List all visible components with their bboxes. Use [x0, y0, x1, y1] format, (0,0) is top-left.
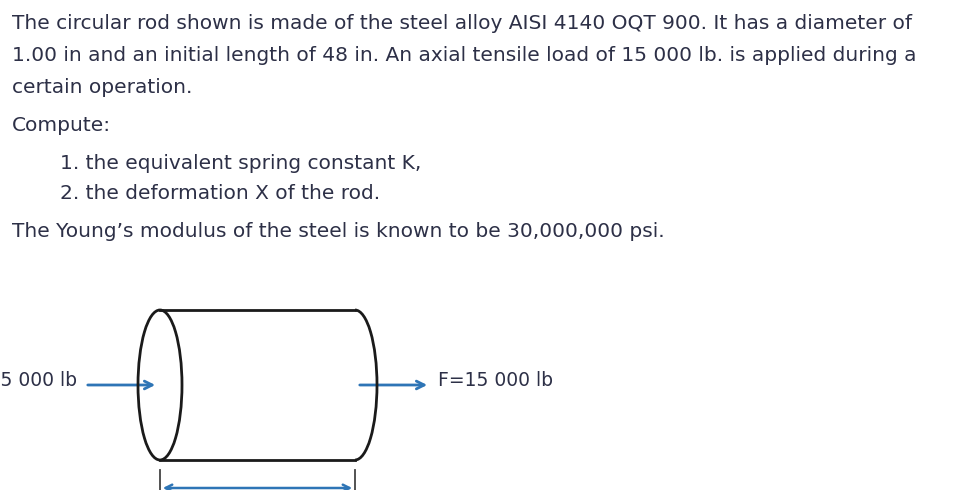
Text: The Young’s modulus of the steel is known to be 30,000,000 psi.: The Young’s modulus of the steel is know…: [12, 222, 664, 241]
Text: Compute:: Compute:: [12, 116, 111, 135]
Bar: [160, 310, 355, 460]
Text: F=15 000 lb: F=15 000 lb: [0, 371, 77, 391]
Text: 1.00 in and an initial length of 48 in. An axial tensile load of 15 000 lb. is a: 1.00 in and an initial length of 48 in. …: [12, 46, 916, 65]
Text: F=15 000 lb: F=15 000 lb: [437, 371, 553, 391]
Text: 2. the deformation X of the rod.: 2. the deformation X of the rod.: [60, 184, 379, 203]
Text: certain operation.: certain operation.: [12, 78, 193, 97]
Text: 1. the equivalent spring constant K,: 1. the equivalent spring constant K,: [60, 154, 421, 173]
Ellipse shape: [138, 310, 182, 460]
Text: The circular rod shown is made of the steel alloy AISI 4140 OQT 900. It has a di: The circular rod shown is made of the st…: [12, 14, 911, 33]
